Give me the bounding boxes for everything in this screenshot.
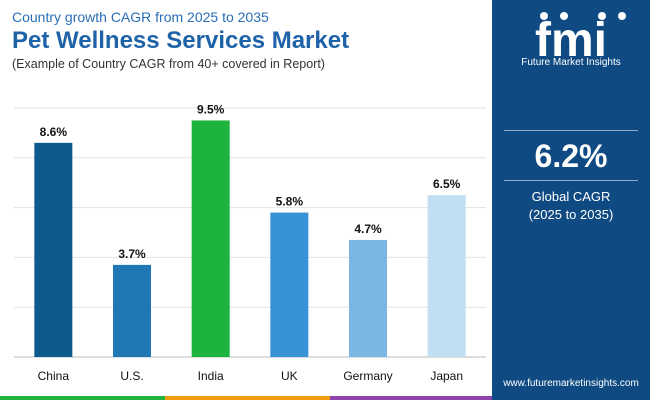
x-tick-label: China bbox=[38, 369, 70, 383]
summary-panel: fmi Future Market Insights 6.2% Global C… bbox=[492, 0, 650, 400]
website-link[interactable]: www.futuremarketinsights.com bbox=[503, 378, 639, 389]
chart-header: Country growth CAGR from 2025 to 2035 Pe… bbox=[12, 8, 482, 73]
global-cagr-label: Global CAGR (2025 to 2035) bbox=[492, 188, 650, 224]
bar-value-label: 6.5% bbox=[433, 177, 461, 191]
logo-dot-icon bbox=[618, 12, 626, 20]
x-tick-label: U.S. bbox=[120, 369, 143, 383]
global-cagr-label-line1: Global CAGR bbox=[531, 189, 611, 204]
bottom-stripe-purple bbox=[330, 396, 492, 400]
x-tick-label: Germany bbox=[343, 369, 392, 383]
logo-dot-icon bbox=[540, 12, 548, 20]
chart-note: (Example of Country CAGR from 40+ covere… bbox=[12, 57, 325, 71]
bar-value-label: 3.7% bbox=[118, 247, 146, 261]
divider-top bbox=[504, 130, 638, 131]
global-cagr-label-line2: (2025 to 2035) bbox=[528, 207, 614, 222]
chart-subtitle: Country growth CAGR from 2025 to 2035 bbox=[12, 9, 269, 25]
logo-dot-icon bbox=[598, 12, 606, 20]
logo-subtitle: Future Market Insights bbox=[521, 57, 621, 68]
bottom-stripe-green bbox=[0, 396, 165, 400]
bar-chart-svg: 8.6% China 3.7% U.S. 9.5% India 5.8% UK 4.7% Germ… bbox=[14, 102, 486, 383]
bar-germany bbox=[349, 239, 387, 357]
logo-text: fmi bbox=[535, 14, 607, 67]
bar-value-label: 5.8% bbox=[276, 195, 304, 209]
logo-dot-icon bbox=[560, 12, 568, 20]
bar-value-label: 9.5% bbox=[197, 102, 225, 116]
bar-china bbox=[34, 142, 73, 357]
bar-japan bbox=[427, 195, 466, 357]
fmi-logo: fmi bbox=[535, 12, 626, 67]
bar-india bbox=[191, 120, 230, 357]
global-cagr-value: 6.2% bbox=[534, 138, 608, 174]
x-tick-label: India bbox=[198, 369, 224, 383]
divider-middle bbox=[504, 180, 638, 181]
bar-chart: 8.6% China 3.7% U.S. 9.5% India 5.8% UK 4.7% Germ… bbox=[14, 98, 486, 398]
bar-uk bbox=[270, 212, 309, 357]
x-tick-label: Japan bbox=[430, 369, 463, 383]
bar-value-label: 8.6% bbox=[40, 125, 68, 139]
bottom-stripe-orange bbox=[165, 396, 330, 400]
bar-value-label: 4.7% bbox=[354, 222, 382, 236]
x-tick-label: UK bbox=[281, 369, 298, 383]
bar-u-s bbox=[113, 264, 151, 357]
chart-title: Pet Wellness Services Market bbox=[12, 27, 350, 54]
